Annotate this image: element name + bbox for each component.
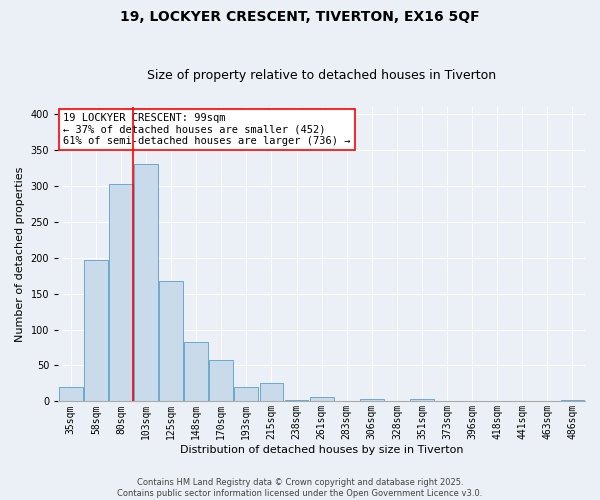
Text: 19 LOCKYER CRESCENT: 99sqm
← 37% of detached houses are smaller (452)
61% of sem: 19 LOCKYER CRESCENT: 99sqm ← 37% of deta…: [64, 112, 351, 146]
Bar: [560, 400, 584, 402]
Bar: [84, 260, 108, 402]
Bar: [260, 384, 283, 402]
Bar: [134, 164, 158, 402]
Bar: [360, 398, 383, 402]
Bar: [109, 184, 133, 402]
Bar: [310, 397, 334, 402]
Bar: [284, 400, 308, 402]
Bar: [235, 387, 258, 402]
X-axis label: Distribution of detached houses by size in Tiverton: Distribution of detached houses by size …: [180, 445, 463, 455]
Bar: [410, 400, 434, 402]
Bar: [159, 282, 183, 402]
Title: Size of property relative to detached houses in Tiverton: Size of property relative to detached ho…: [147, 69, 496, 82]
Y-axis label: Number of detached properties: Number of detached properties: [15, 166, 25, 342]
Text: Contains HM Land Registry data © Crown copyright and database right 2025.
Contai: Contains HM Land Registry data © Crown c…: [118, 478, 482, 498]
Bar: [184, 342, 208, 402]
Bar: [209, 360, 233, 402]
Bar: [59, 387, 83, 402]
Text: 19, LOCKYER CRESCENT, TIVERTON, EX16 5QF: 19, LOCKYER CRESCENT, TIVERTON, EX16 5QF: [120, 10, 480, 24]
